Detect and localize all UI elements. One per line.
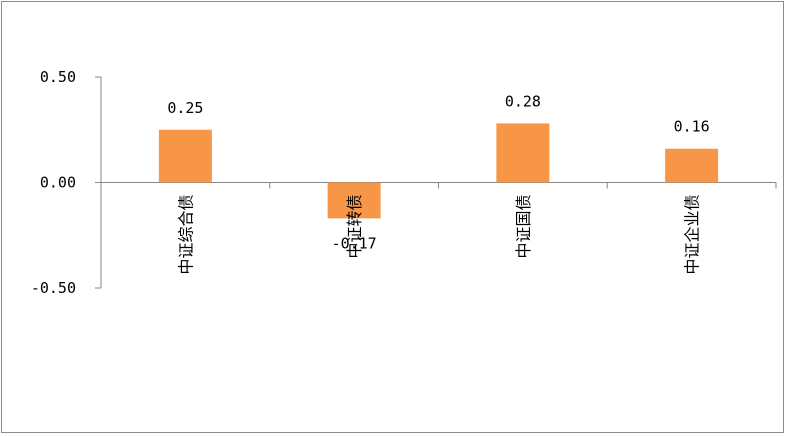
data-label: 0.25 [167,99,203,117]
bar [158,129,212,183]
bar [496,123,550,183]
y-tick-label: -0.50 [31,279,76,297]
data-label: 0.28 [505,92,541,110]
bar [665,148,719,183]
data-label: 0.16 [674,118,710,136]
x-category-label: 中证转债 [345,195,364,259]
y-tick-label: 0.00 [40,174,76,192]
x-category-label: 中证综合债 [176,195,195,275]
y-tick-label: 0.50 [40,68,76,86]
bar [327,182,381,219]
bar-layer [158,123,719,219]
axis-layer: 0.50 0.00 -0.50 [31,68,777,297]
data-label: -0.17 [332,234,377,252]
x-category-label: 中证国债 [514,195,533,259]
x-category-label: 中证企业债 [683,195,702,275]
